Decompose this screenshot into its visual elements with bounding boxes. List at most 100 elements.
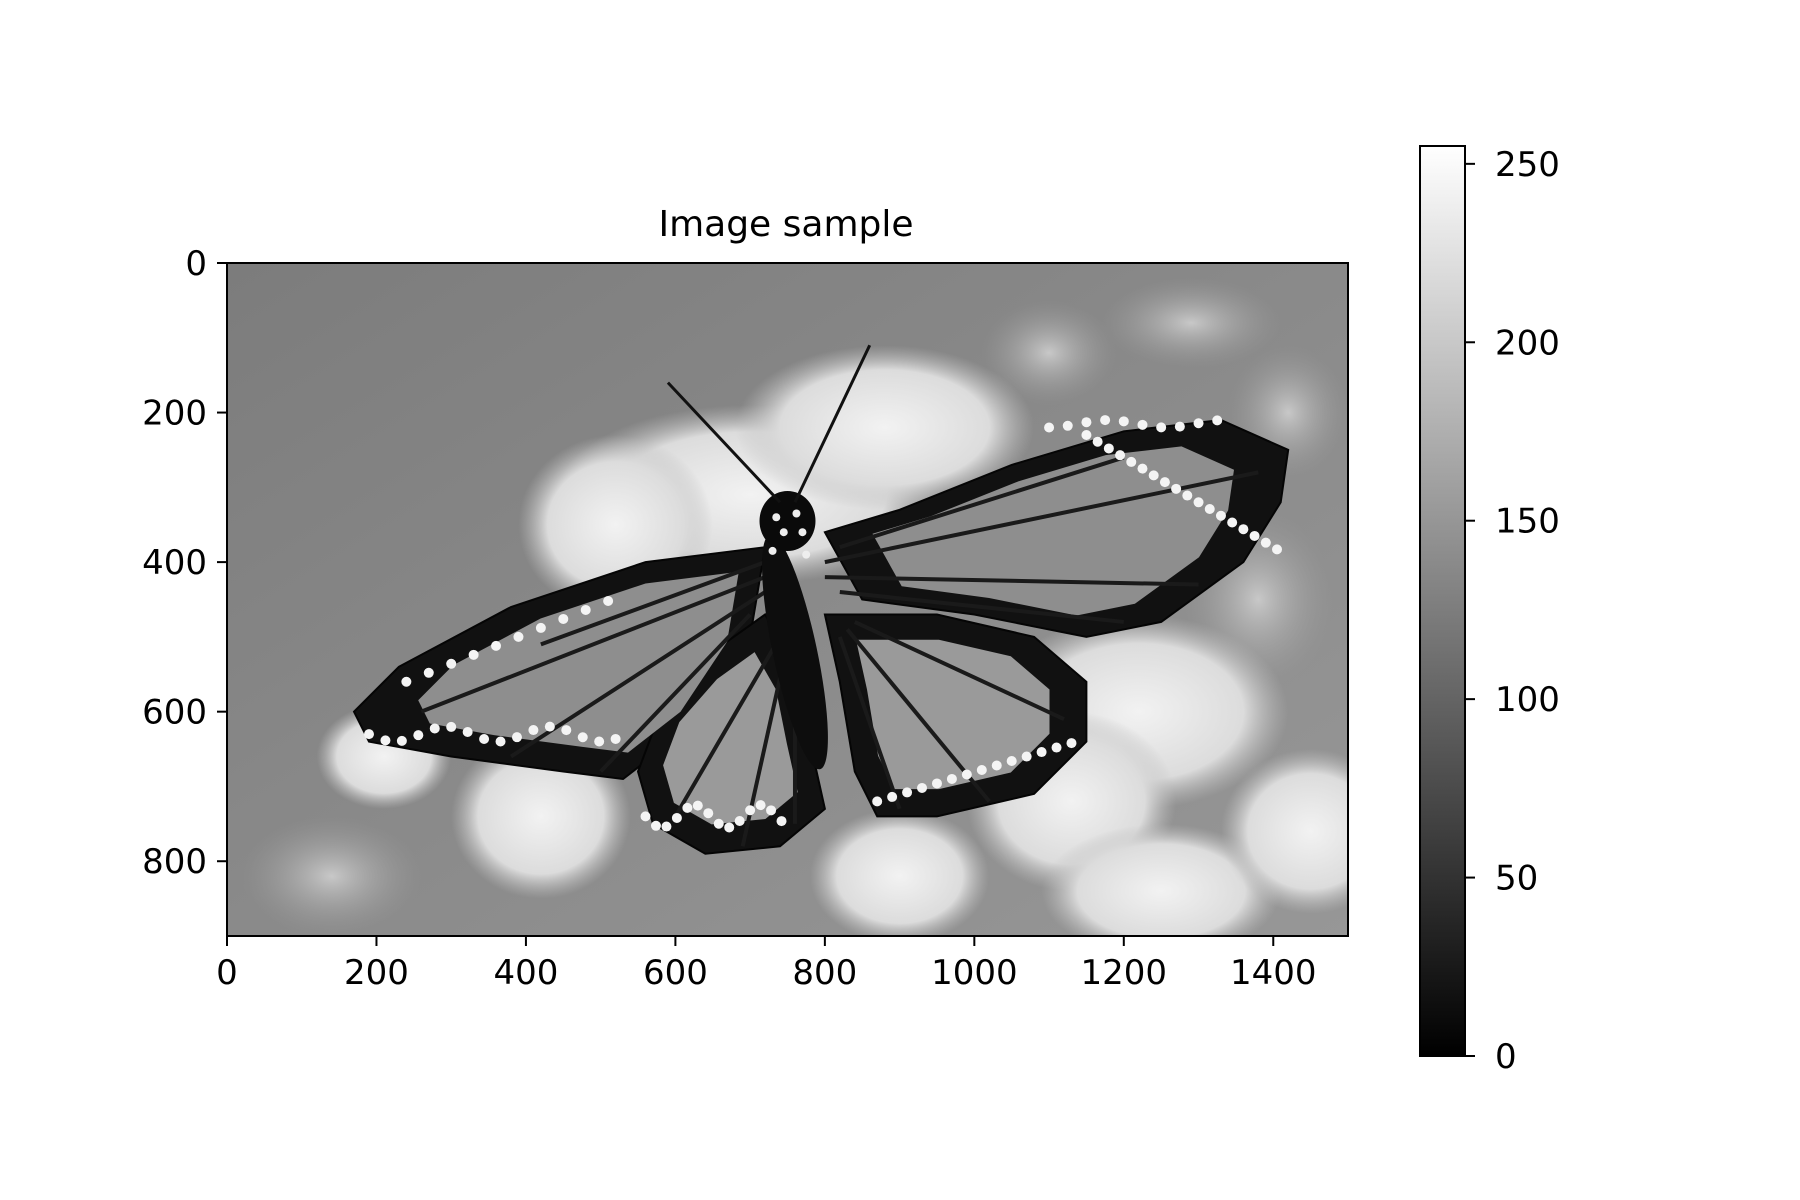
wing-spot [1052,743,1062,753]
wing-spot [714,819,724,829]
y-tick-label: 0 [185,244,207,284]
wing-spot [1044,423,1054,433]
wing-spot [491,641,501,651]
wing-spot [724,822,734,832]
wing-spot [1137,464,1147,474]
wing-spot [1182,491,1192,501]
colorbar-tick-label: 0 [1495,1037,1517,1077]
wing-spot [1115,450,1125,460]
wing-spot [745,805,755,815]
x-tick-label: 0 [216,953,238,993]
butterfly-head [760,491,816,551]
background-shape [242,816,421,936]
wing-spot [380,735,390,745]
wing-spot [651,821,661,831]
wing-spot [1272,544,1282,554]
x-tick-label: 400 [493,953,558,993]
colorbar-tick-label: 150 [1495,502,1560,542]
wing-spot [735,816,745,826]
wing-spot [1250,531,1260,541]
background-shape [1101,278,1280,368]
background-shape [810,809,989,944]
wing-spot [1205,504,1215,514]
wing-spot [777,816,787,826]
wing-spot [977,765,987,775]
wing-spot [1007,756,1017,766]
wing-spot [1022,752,1032,762]
wing-spot [1227,517,1237,527]
wing-spot [558,614,568,624]
wing-spot [947,774,957,784]
wing-spot [703,808,713,818]
colorbar-tick-label: 200 [1495,323,1560,363]
wing-spot [446,659,456,669]
wing-spot [1149,470,1159,480]
wing-spot [469,650,479,660]
wing-spot [581,605,591,615]
wing-spot [397,736,407,746]
wing-spot [561,725,571,735]
wing-spot [1104,443,1114,453]
wing-spot [902,787,912,797]
colorbar [1420,146,1465,1056]
wing-spot [424,668,434,678]
x-axis-ticks: 0 200 400 600 800 1000 1200 1400 [216,936,1316,993]
wing-spot [1261,538,1271,548]
wing-spot [766,805,776,815]
wing-spot [1156,422,1166,432]
wing-spot [364,729,374,739]
wing-spot [413,730,423,740]
wing-spot [1212,415,1222,425]
wing-spot [917,783,927,793]
chart-title: Image sample [658,204,913,245]
wing-spot [594,737,604,747]
x-tick-label: 600 [643,953,708,993]
wing-spot [1063,421,1073,431]
wing-spot [401,677,411,687]
wing-spot [603,596,613,606]
wing-spot [496,736,506,746]
wing-spot [611,734,621,744]
y-tick-label: 800 [142,842,207,882]
wing-spot [528,725,538,735]
x-tick-label: 1400 [1230,953,1317,993]
wing-spot [513,632,523,642]
wing-spot [1100,415,1110,425]
wing-spot [1066,738,1076,748]
body-spot [802,551,810,559]
y-axis-ticks: 0200400600800 [142,244,227,882]
wing-spot [872,796,882,806]
x-tick-label: 1000 [931,953,1018,993]
wing-spot [693,801,703,811]
wing-spot [430,723,440,733]
wing-spot [1126,457,1136,467]
colorbar-tick-label: 50 [1495,859,1538,899]
wing-spot [463,727,473,737]
body-spot [772,513,780,521]
wing-spot [887,792,897,802]
wing-spot [578,732,588,742]
x-tick-label: 200 [344,953,409,993]
wing-spot [1194,418,1204,428]
wing-spot [1137,420,1147,430]
wing-spot [1081,430,1091,440]
y-tick-label: 600 [142,693,207,733]
wing-spot [1160,477,1170,487]
wing-spot [1238,524,1248,534]
wing-spot [1175,422,1185,432]
wing-spot [992,761,1002,771]
wing-spot [512,732,522,742]
wing-spot [536,623,546,633]
wing-spot [932,778,942,788]
wing-spot [446,722,456,732]
x-tick-label: 1200 [1081,953,1168,993]
image-plot [227,263,1400,958]
wing-spot [1194,497,1204,507]
wing-spot [1119,416,1129,426]
wing-spot [479,734,489,744]
wing-spot [661,822,671,832]
wing-spot [682,803,692,813]
background-shape [1221,749,1400,914]
wing-spot [1081,417,1091,427]
